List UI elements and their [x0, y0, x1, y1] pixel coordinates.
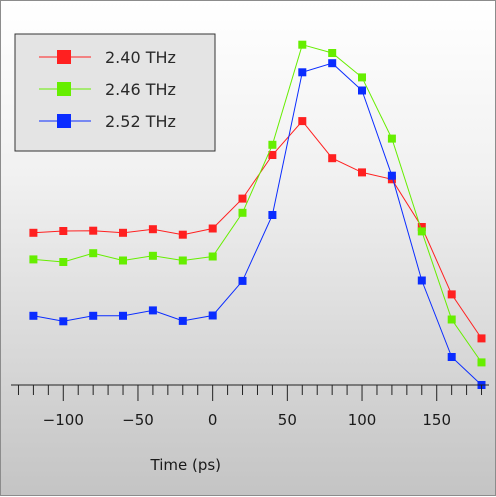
series-line	[33, 120, 482, 339]
data-point	[358, 86, 366, 95]
series-2	[29, 40, 486, 367]
x-tick-label: −50	[122, 411, 154, 429]
data-point	[477, 334, 486, 343]
data-point	[178, 256, 187, 265]
x-tick-label: 50	[278, 411, 297, 429]
data-point	[59, 317, 68, 326]
data-point	[358, 168, 366, 177]
x-tick-label: 100	[348, 411, 377, 429]
legend: 2.40 THz 2.46 THz 2.52 THz	[14, 33, 216, 152]
legend-label: 2.46 THz	[105, 80, 176, 99]
data-point	[89, 226, 98, 235]
x-tick-label: −100	[43, 411, 84, 429]
data-point	[447, 353, 456, 361]
data-point	[208, 252, 217, 261]
data-point	[268, 140, 277, 149]
data-point	[447, 315, 456, 324]
series-line	[33, 62, 482, 386]
data-point	[89, 249, 98, 258]
data-point	[477, 358, 486, 367]
series-line	[33, 44, 482, 363]
data-point	[358, 73, 366, 82]
data-point	[89, 311, 98, 320]
data-point	[328, 59, 337, 68]
data-point	[178, 230, 187, 239]
series-layer	[29, 40, 486, 389]
data-point	[148, 225, 157, 234]
data-point	[268, 211, 277, 219]
data-point	[178, 316, 187, 325]
data-point	[59, 258, 68, 266]
legend-label: 2.40 THz	[105, 48, 176, 67]
data-point	[238, 208, 247, 217]
data-point	[208, 224, 217, 233]
x-tick-label: 150	[422, 411, 451, 429]
data-point	[298, 117, 307, 126]
x-axis: −100 −50 0 50 100 150	[11, 384, 489, 429]
data-point	[29, 228, 38, 237]
data-point	[328, 49, 337, 57]
data-point	[298, 40, 307, 49]
legend-box	[14, 33, 216, 152]
data-point	[417, 223, 426, 231]
data-point	[29, 311, 38, 320]
data-point	[29, 255, 38, 264]
legend-item: 2.46 THz	[39, 80, 176, 99]
x-tick-label: 0	[208, 411, 218, 429]
data-point	[387, 134, 396, 143]
data-point	[298, 68, 307, 77]
legend-item: 2.52 THz	[39, 112, 176, 131]
data-point	[119, 228, 127, 237]
data-point	[208, 311, 217, 320]
data-point	[119, 311, 127, 320]
data-point	[148, 251, 157, 260]
data-point	[328, 154, 337, 163]
legend-marker	[57, 82, 71, 96]
data-point	[447, 290, 456, 299]
data-point	[238, 194, 247, 203]
data-point	[238, 276, 247, 285]
data-point	[417, 276, 426, 285]
data-point	[59, 227, 68, 235]
series-3	[29, 59, 486, 389]
legend-marker	[57, 50, 71, 64]
legend-label: 2.52 THz	[105, 112, 176, 131]
legend-marker	[57, 114, 71, 128]
x-axis-title: Time (ps)	[150, 456, 222, 474]
data-point	[148, 306, 157, 315]
data-point	[119, 256, 127, 265]
data-point	[268, 151, 277, 159]
data-point	[387, 171, 396, 180]
data-point	[417, 227, 426, 236]
legend-item: 2.40 THz	[39, 48, 176, 67]
